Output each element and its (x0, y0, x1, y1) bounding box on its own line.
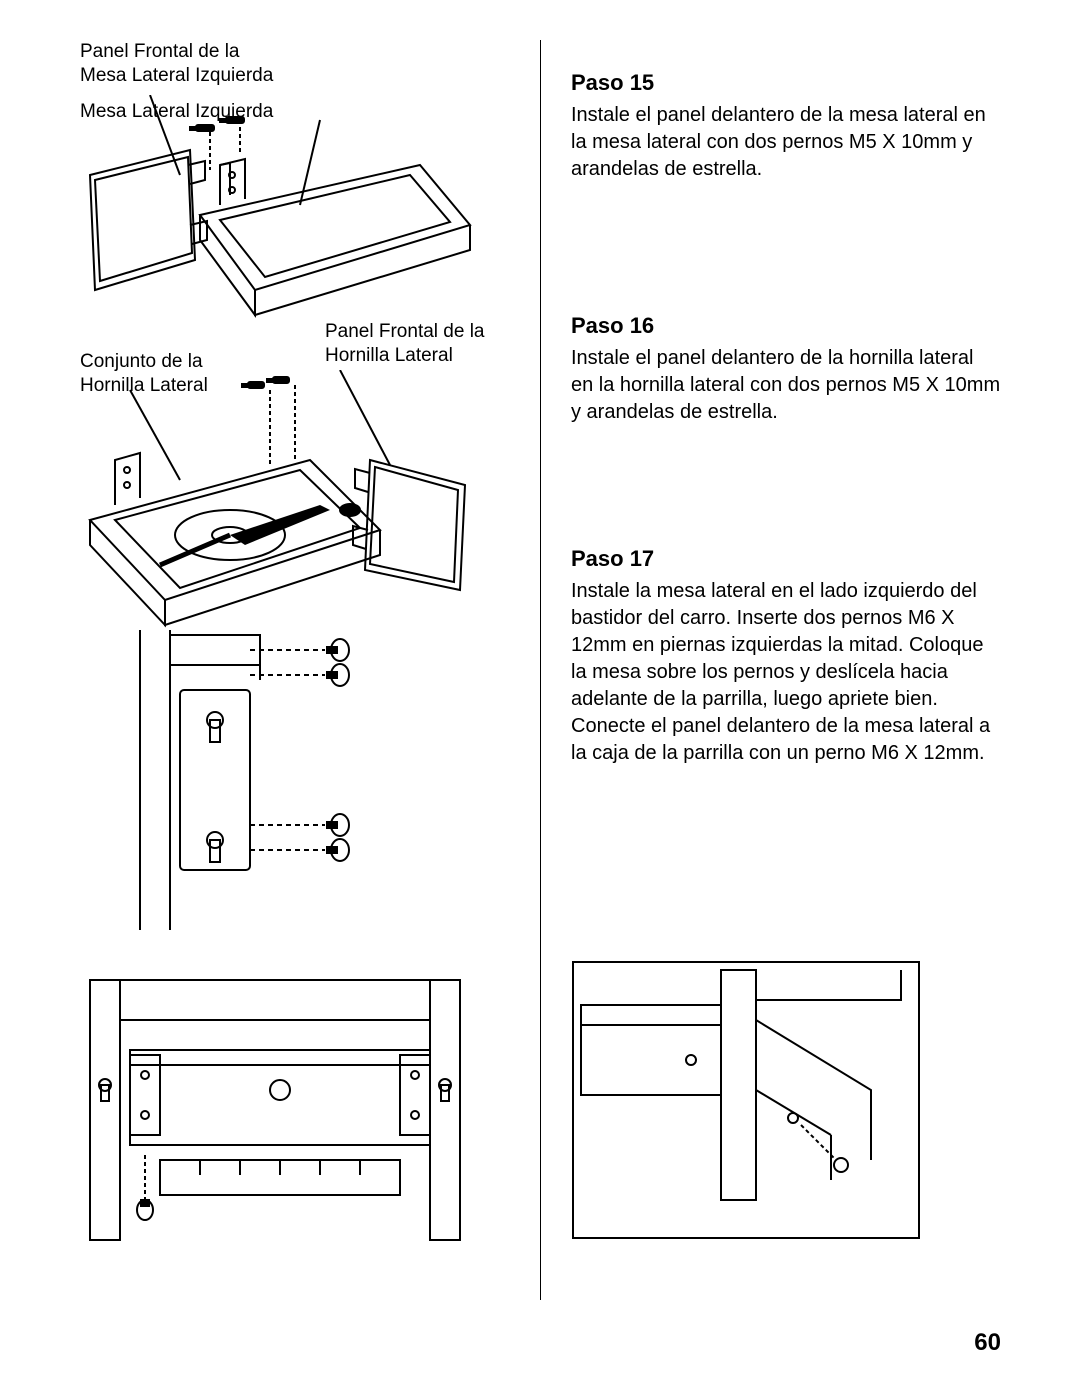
column-divider (540, 40, 541, 1300)
right-column: Paso 15 Instale el panel delantero de la… (571, 40, 1001, 1357)
step-15: Paso 15 Instale el panel delantero de la… (571, 70, 1001, 183)
step-16-body: Instale el panel delantero de la hornill… (571, 345, 1001, 426)
diagram-step16 (70, 370, 500, 630)
step-17-title: Paso 17 (571, 546, 1001, 572)
step-15-title: Paso 15 (571, 70, 1001, 96)
step-16-title: Paso 16 (571, 313, 1001, 339)
page-number: 60 (974, 1329, 1001, 1357)
step-17: Paso 17 Instale la mesa lateral en el la… (571, 546, 1001, 767)
label-panel-frontal-mesa: Panel Frontal de la Mesa Lateral Izquier… (80, 40, 273, 88)
step-16: Paso 16 Instale el panel delantero de la… (571, 313, 1001, 426)
left-column: Panel Frontal de la Mesa Lateral Izquier… (80, 40, 510, 1357)
diagram-step17-leg (110, 630, 390, 930)
diagram-step15 (70, 95, 490, 345)
page-container: Panel Frontal de la Mesa Lateral Izquier… (0, 0, 1080, 1397)
diagram-step17-frame (70, 960, 500, 1260)
diagram-step17-detail (571, 960, 921, 1240)
step-15-body: Instale el panel delantero de la mesa la… (571, 102, 1001, 183)
step-17-body: Instale la mesa lateral en el lado izqui… (571, 578, 1001, 767)
label-panel-frontal-hornilla: Panel Frontal de la Hornilla Lateral (325, 320, 485, 368)
